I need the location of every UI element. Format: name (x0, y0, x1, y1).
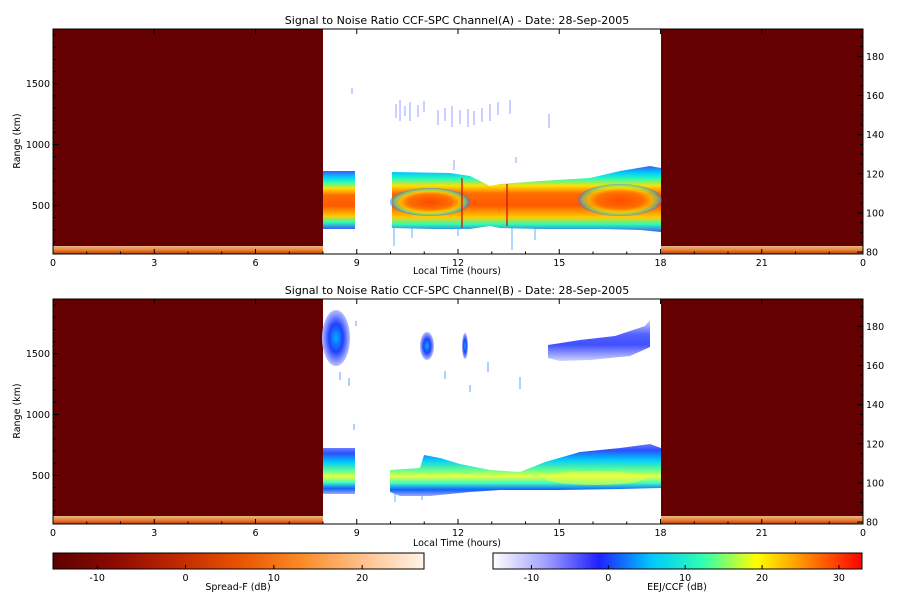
panel-b-x-tick-label: 18 (654, 528, 666, 539)
panel-b-y-tick-label: 500 (32, 471, 50, 482)
panel-b-spreadf-left (53, 299, 323, 524)
panel-a-spreadf-left (53, 29, 323, 254)
panel-b-spreadf-right (661, 299, 863, 524)
panel-a-x-tick-label: 21 (756, 258, 768, 269)
panel-b-x-tick-label: 3 (151, 528, 157, 539)
colorbar-spread-f-tick-label: 20 (356, 573, 368, 584)
panel-a-x-tick-label: 9 (354, 258, 360, 269)
colorbar-spread-f: -10 0 10 20 Spread-F (dB) (52, 552, 425, 593)
colorbar-eej-tick-label: 20 (756, 573, 768, 584)
panel-b-upper-blob (462, 333, 468, 359)
panel-b-x-tick-label: 0 (860, 528, 866, 539)
panel-b-y2-tick-label: 80 (866, 518, 878, 529)
panel-a-lower-spikes (393, 228, 536, 250)
panel-b-echo-core (545, 471, 645, 485)
colorbar-eej-ticks: -10 0 10 20 30 (524, 565, 845, 584)
panel-b-y2-tick-label: 100 (866, 478, 884, 489)
panel-a-ylabel: Range (km) (12, 113, 23, 168)
panel-a-x-tick-label: 6 (252, 258, 258, 269)
panel-a-x-tick-label: 3 (151, 258, 157, 269)
panel-a-x-axis: 0 3 6 9 12 15 18 21 0 (50, 29, 866, 269)
colorbar-eej: -10 0 10 20 30 EEJ/CCF (dB) (492, 552, 863, 593)
colorbar-eej-tick-label: 10 (679, 573, 691, 584)
panel-b-y2-axis: 80 100 120 140 160 180 (857, 306, 884, 529)
panel-b-title: Signal to Noise Ratio CCF-SPC Channel(B)… (285, 284, 629, 297)
panel-a-y2-tick-label: 140 (866, 130, 884, 141)
colorbar-eej-tick-label: 30 (833, 573, 845, 584)
panel-a-echo-core (390, 188, 470, 216)
panel-a-echo-layer-main (392, 166, 661, 232)
colorbar-eej-tick-label: -10 (524, 573, 540, 584)
panel-b-x-tick-label: 15 (553, 528, 565, 539)
panel-b-y2-tick-label: 120 (866, 439, 884, 450)
panel-a-y-tick-label: 1000 (26, 140, 50, 151)
panel-b-scatter-echo (339, 321, 521, 430)
panel-a-upper-echo (351, 88, 550, 170)
panel-b-xlabel: Local Time (hours) (413, 538, 501, 549)
panel-a-echo-layer-early (323, 171, 355, 229)
colorbar-eej-label: EEJ/CCF (dB) (647, 582, 707, 593)
panel-b-y2-tick-label: 160 (866, 361, 884, 372)
panel-a-y2-tick-label: 100 (866, 208, 884, 219)
panel-b-upper-blob (420, 332, 434, 360)
panel-a-x-tick-label: 0 (50, 258, 56, 269)
panel-a-spreadf-right (661, 29, 863, 254)
panel-b-x-tick-label: 12 (452, 528, 464, 539)
colorbar-spread-f-tick-label: -10 (89, 573, 105, 584)
panel-b-x-axis: 0 3 6 9 12 15 18 21 0 (50, 299, 866, 539)
colorbar-spread-f-tick-label: 0 (182, 573, 188, 584)
panel-a-title: Signal to Noise Ratio CCF-SPC Channel(A)… (285, 14, 629, 27)
panel-a-echo-core-late (578, 184, 662, 216)
panel-b-y2-tick-label: 140 (866, 400, 884, 411)
colorbar-eej-bar (492, 552, 863, 570)
panel-b-upper-blob (322, 310, 350, 366)
panel-a-y-axis: 500 1000 1500 (26, 34, 59, 255)
panel-b-lower-spikes (394, 494, 423, 502)
panel-b-y2-tick-label: 180 (866, 322, 884, 333)
panel-b: Signal to Noise Ratio CCF-SPC Channel(B)… (12, 284, 884, 549)
colorbar-spread-f-label: Spread-F (dB) (205, 582, 270, 593)
colorbar-spread-f-tick-label: 10 (268, 573, 280, 584)
panel-a-y2-tick-label: 160 (866, 91, 884, 102)
panel-a-x-tick-label: 12 (452, 258, 464, 269)
panel-a-y-tick-label: 500 (32, 201, 50, 212)
panel-a-xlabel: Local Time (hours) (413, 266, 501, 277)
panel-a-floor-left (53, 246, 323, 254)
panel-b-x-tick-label: 6 (252, 528, 258, 539)
panel-a-x-tick-label: 15 (553, 258, 565, 269)
panel-b-y-tick-label: 1500 (26, 349, 50, 360)
colorbar-spread-f-bar (52, 552, 425, 570)
panel-b-upper-patch (548, 320, 650, 361)
panel-b-x-tick-label: 9 (354, 528, 360, 539)
panel-a: Signal to Noise Ratio CCF-SPC Channel(A)… (12, 14, 884, 277)
panel-a-x-tick-label: 18 (654, 258, 666, 269)
panel-a-x-tick-label: 0 (860, 258, 866, 269)
panel-a-heatmap (52, 28, 864, 255)
panel-b-y-axis: 500 1000 1500 (26, 304, 59, 525)
panel-a-y2-tick-label: 180 (866, 52, 884, 63)
panel-a-y2-tick-label: 120 (866, 169, 884, 180)
colorbar-eej-tick-label: 0 (605, 573, 611, 584)
panel-a-y-tick-label: 1500 (26, 79, 50, 90)
panel-b-x-tick-label: 21 (756, 528, 768, 539)
panel-a-y2-axis: 80 100 120 140 160 180 (857, 36, 884, 259)
panel-b-heatmap (52, 298, 864, 525)
panel-b-y-tick-label: 1000 (26, 410, 50, 421)
panel-a-y2-tick-label: 80 (866, 248, 878, 259)
panel-b-echo-layer-early (323, 448, 355, 494)
panel-b-x-tick-label: 0 (50, 528, 56, 539)
panel-b-floor-left (53, 516, 323, 524)
panel-b-ylabel: Range (km) (12, 383, 23, 438)
colorbar-spread-f-ticks: -10 0 10 20 (89, 565, 368, 584)
